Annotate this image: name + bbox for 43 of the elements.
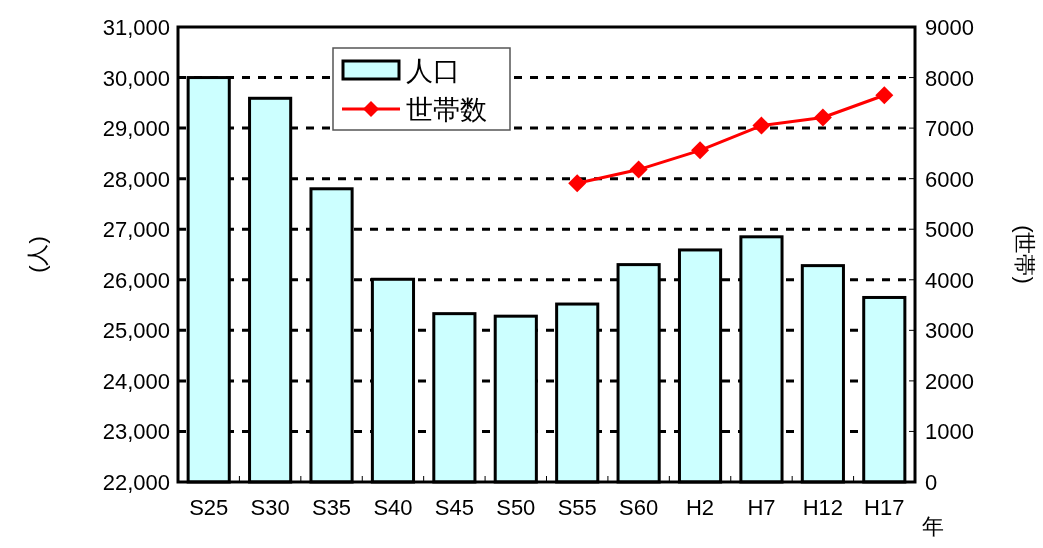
y-tick-label: 27,000 <box>102 217 170 243</box>
y2-axis-title: (世帯) <box>1012 225 1037 284</box>
x-tick-label: S25 <box>189 495 229 520</box>
x-tick-label: S35 <box>311 495 352 520</box>
y2-tick-label: 4000 <box>925 267 974 293</box>
legend-label: 世帯数 <box>406 95 487 125</box>
x-tick-label: H2 <box>685 495 715 520</box>
x-tick-label: H7 <box>747 495 776 520</box>
point <box>752 116 771 135</box>
y2-tick-label: 8000 <box>925 65 974 91</box>
point <box>568 174 587 193</box>
x-tick-label: S55 <box>557 495 597 520</box>
point <box>813 108 832 127</box>
point <box>629 160 648 179</box>
point <box>875 86 894 105</box>
x-tick-label: S50 <box>496 495 536 520</box>
x-tick-label: H17 <box>864 495 905 520</box>
y-tick-label: 25,000 <box>102 318 170 344</box>
y-tick-label: 26,000 <box>102 267 170 293</box>
x-axis-title: 年 <box>922 514 944 539</box>
y-tick-label: 30,000 <box>102 65 170 91</box>
x-tick-label: S40 <box>373 495 413 520</box>
y2-tick-label: 2000 <box>925 368 974 394</box>
y2-tick-label: 1000 <box>925 419 974 445</box>
x-tick-label: S45 <box>434 495 474 520</box>
y-tick-label: 31,000 <box>102 15 170 40</box>
y-tick-label: 28,000 <box>102 166 170 192</box>
y2-tick-label: 9000 <box>925 15 974 40</box>
x-tick-label: H12 <box>802 495 844 520</box>
point <box>691 141 710 160</box>
y2-tick-label: 5000 <box>925 217 974 243</box>
x-tick-label: S60 <box>619 495 659 520</box>
y-tick-label: 24,000 <box>102 368 170 394</box>
y-axis-title: (人) <box>25 236 50 273</box>
y2-tick-label: 7000 <box>925 116 974 142</box>
y2-tick-label: 3000 <box>925 318 974 344</box>
y-tick-label: 23,000 <box>102 419 170 445</box>
y2-tick-label: 0 <box>925 470 938 495</box>
x-tick-label: S30 <box>250 495 290 520</box>
y-tick-label: 29,000 <box>102 116 170 142</box>
y2-tick-label: 6000 <box>925 166 974 192</box>
y-tick-label: 22,000 <box>102 470 170 495</box>
legend-label: 人口 <box>406 56 460 86</box>
